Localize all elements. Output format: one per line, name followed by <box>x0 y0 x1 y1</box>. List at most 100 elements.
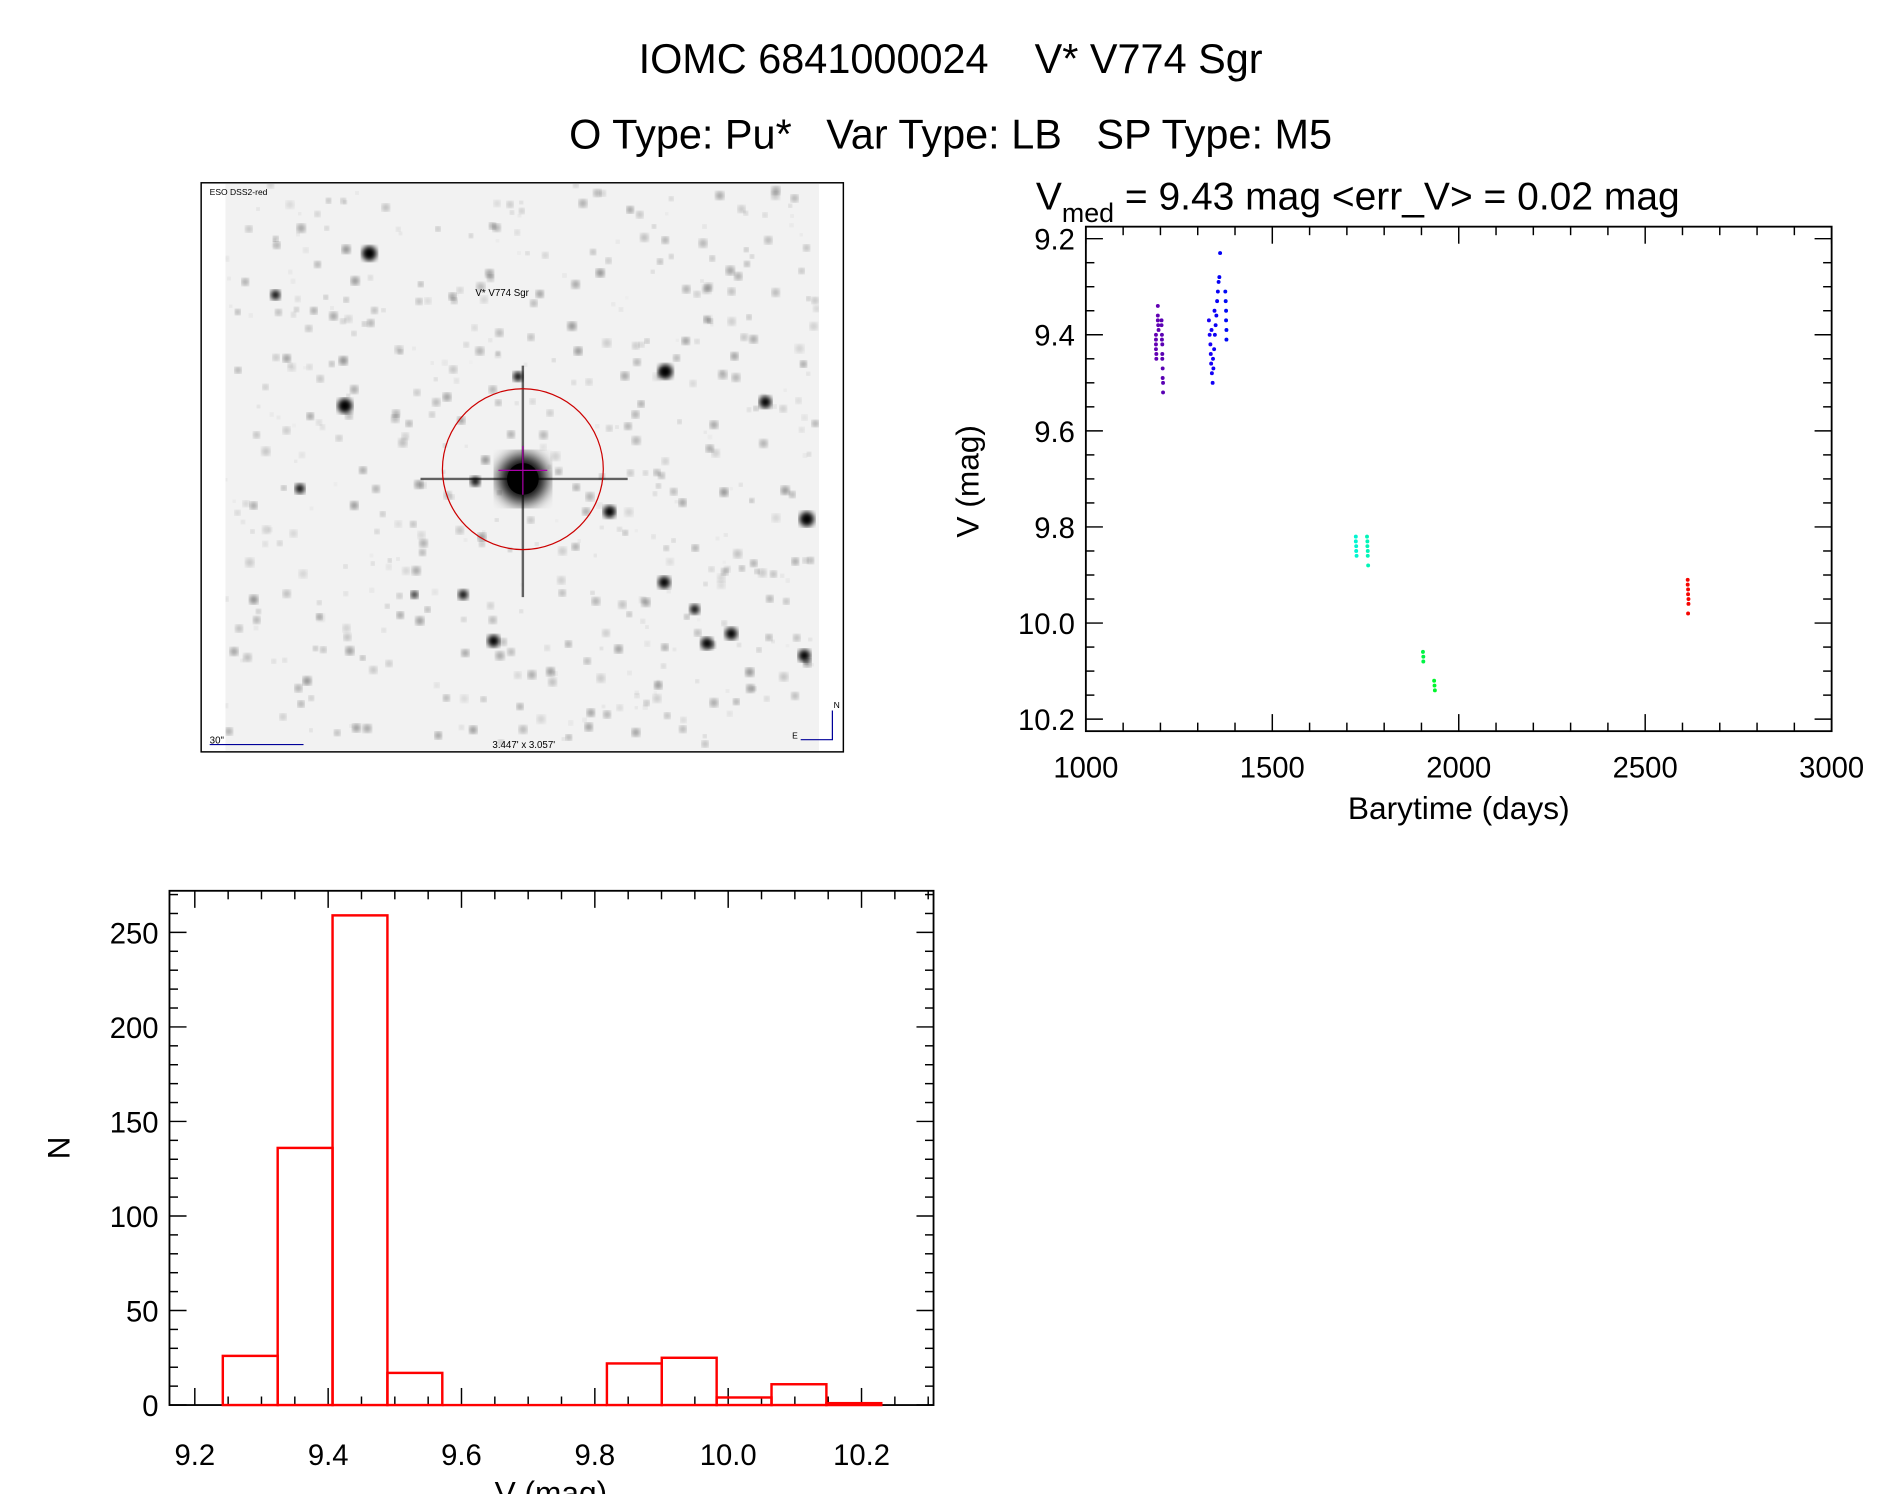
x-tick-label: 2500 <box>1613 752 1678 784</box>
star <box>282 354 291 363</box>
star <box>559 589 566 597</box>
star <box>662 457 669 465</box>
star <box>294 307 299 312</box>
star <box>326 198 331 204</box>
star <box>721 620 727 626</box>
star <box>329 312 338 321</box>
star <box>351 331 357 336</box>
star <box>679 725 687 733</box>
star <box>590 591 595 595</box>
star <box>807 557 814 564</box>
star <box>296 233 300 236</box>
star <box>670 488 677 495</box>
star <box>703 734 707 738</box>
data-point <box>1159 337 1164 342</box>
star <box>517 251 521 255</box>
star <box>730 487 733 490</box>
star <box>733 549 742 559</box>
star <box>754 569 760 574</box>
star <box>433 377 438 382</box>
star <box>779 672 788 681</box>
data-point <box>1206 318 1211 323</box>
data-point <box>1209 328 1214 332</box>
x-tick-label: 1000 <box>1053 752 1118 784</box>
star <box>596 503 603 509</box>
star <box>653 694 661 703</box>
star <box>469 360 473 364</box>
star <box>706 444 714 453</box>
data-point <box>1160 342 1165 347</box>
star <box>587 708 595 717</box>
star <box>395 345 403 354</box>
star <box>514 401 519 406</box>
bright-star <box>458 589 469 600</box>
star <box>643 705 648 710</box>
star <box>640 619 646 624</box>
star <box>418 281 424 287</box>
star <box>380 511 386 517</box>
star <box>812 420 819 427</box>
star <box>480 296 488 304</box>
star <box>248 313 253 318</box>
star <box>227 277 231 281</box>
data-point <box>1160 352 1165 356</box>
star <box>697 618 700 622</box>
histogram-xlabel: V (mag) <box>495 1475 608 1494</box>
star <box>434 731 442 739</box>
star <box>488 338 493 342</box>
star <box>536 714 546 724</box>
y-tick-label: 10.2 <box>1018 705 1075 737</box>
star <box>298 212 302 215</box>
star <box>772 513 780 522</box>
star <box>507 648 515 656</box>
star <box>789 491 796 498</box>
star <box>721 568 728 575</box>
star <box>602 705 605 708</box>
data-point <box>1215 289 1220 294</box>
star <box>617 705 623 711</box>
star <box>618 600 627 609</box>
data-point <box>1686 611 1691 616</box>
star <box>471 325 478 331</box>
star <box>476 282 485 291</box>
star <box>225 596 229 602</box>
y-tick-label: 9.8 <box>1034 513 1075 545</box>
star <box>519 609 523 613</box>
star <box>240 658 244 662</box>
star <box>369 588 374 593</box>
star <box>333 482 338 486</box>
star <box>699 239 708 248</box>
bright-star <box>799 511 815 527</box>
data-point <box>1160 366 1165 371</box>
data-point <box>1354 549 1359 553</box>
y-tick-label: 250 <box>110 918 159 950</box>
star <box>703 316 711 323</box>
star <box>424 606 431 613</box>
star <box>449 293 456 300</box>
star <box>360 655 366 661</box>
survey-label: ESO DSS2-red <box>210 187 268 197</box>
star <box>463 342 469 348</box>
star <box>527 516 534 524</box>
star <box>395 520 402 528</box>
x-tick-label: 9.8 <box>575 1440 616 1472</box>
data-point <box>1159 323 1164 328</box>
bright-star <box>362 246 377 261</box>
star <box>431 361 434 365</box>
star <box>345 646 354 656</box>
star <box>740 334 748 341</box>
star <box>542 252 549 259</box>
star <box>525 251 530 256</box>
star <box>419 539 428 548</box>
star <box>658 472 665 479</box>
star <box>424 297 431 305</box>
star <box>779 405 787 413</box>
star <box>442 393 451 402</box>
star <box>514 229 520 236</box>
star <box>606 425 613 432</box>
star <box>728 288 735 295</box>
star <box>651 534 656 539</box>
star <box>793 634 800 642</box>
star <box>275 309 282 316</box>
star <box>368 275 373 281</box>
